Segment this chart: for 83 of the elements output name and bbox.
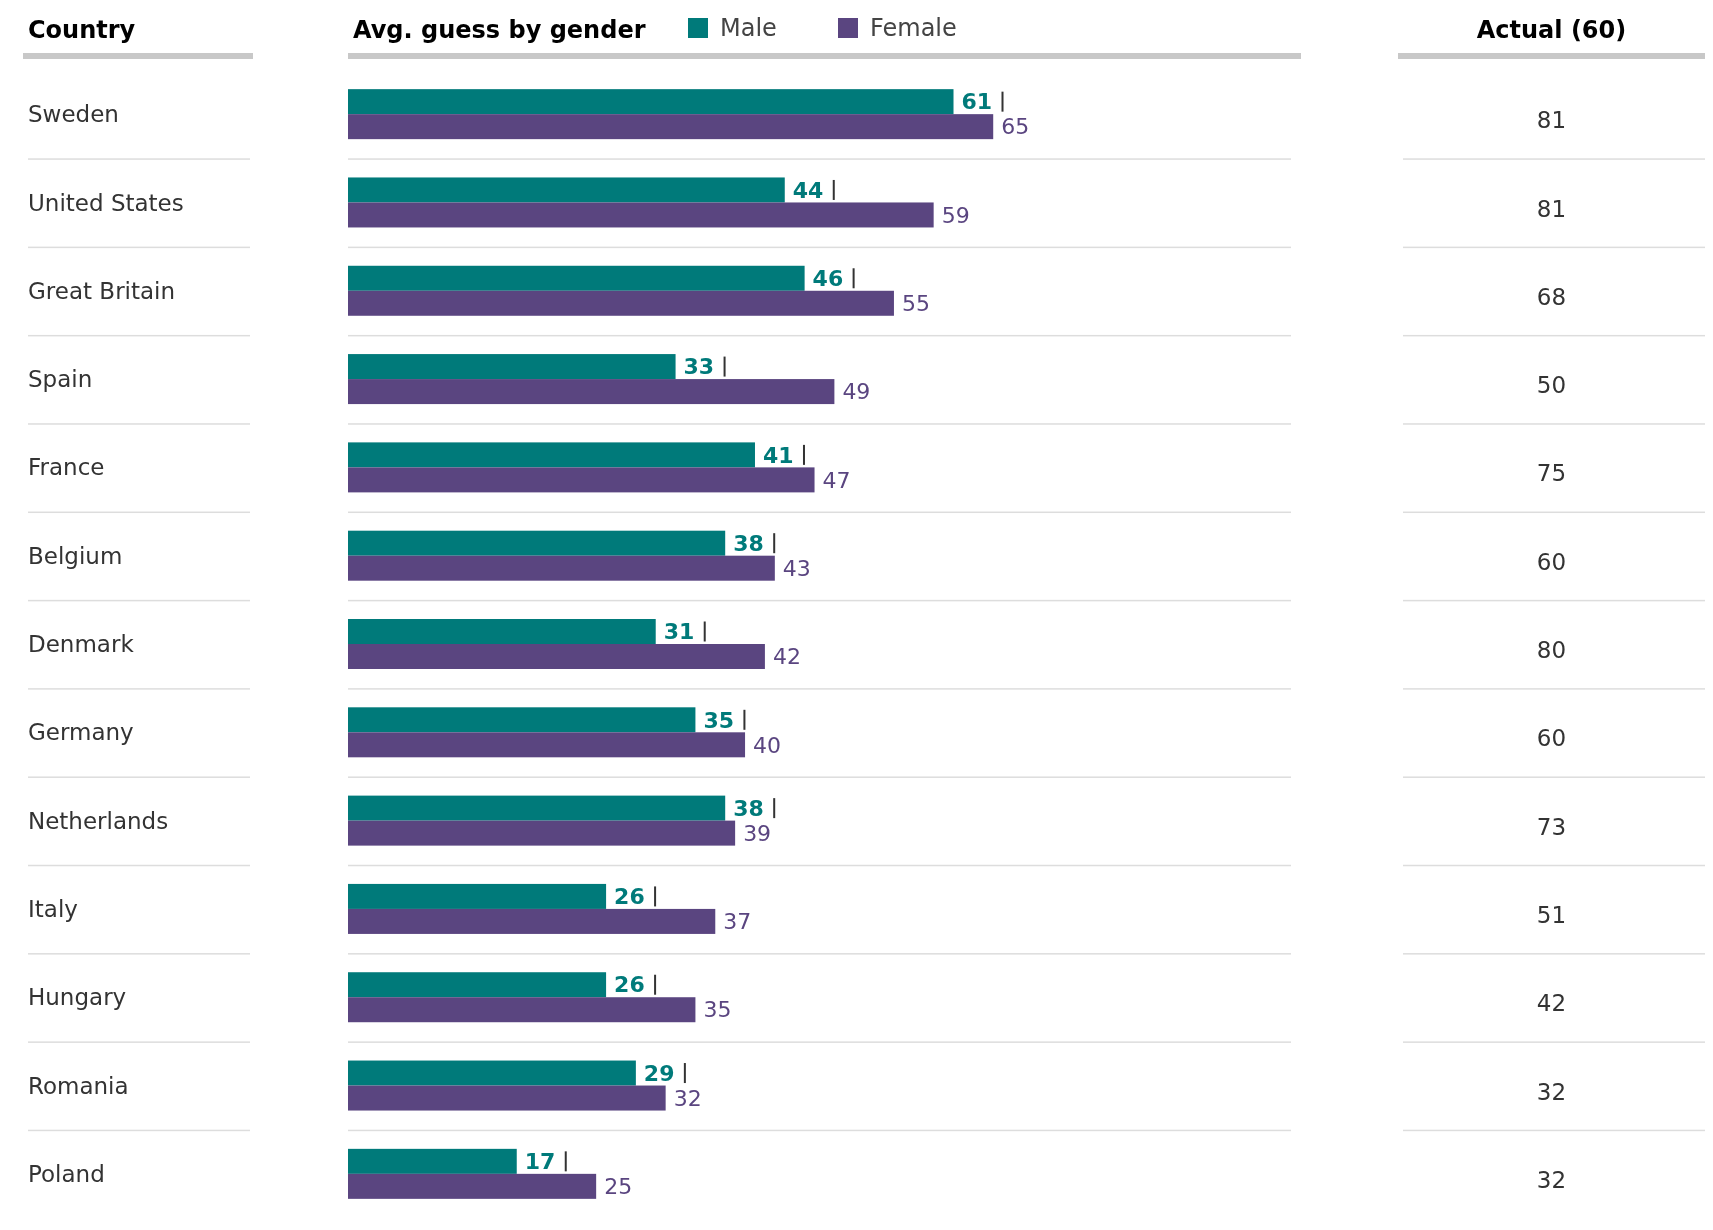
bar [348, 202, 934, 228]
data-label: 25 [604, 1174, 633, 1200]
data-label: 38 [733, 530, 764, 556]
text: 80 [1536, 637, 1567, 664]
text: 81 [1536, 195, 1567, 222]
bar [348, 908, 716, 934]
data-label: 61 [961, 89, 993, 115]
bar [348, 530, 726, 556]
data-label: 41 [762, 442, 794, 468]
legend-label: Female [870, 14, 957, 43]
data-label: 43 [782, 555, 811, 581]
y-tick-label: Poland [28, 1160, 105, 1187]
data-label: 49 [842, 379, 871, 405]
data-label: 40 [753, 732, 782, 758]
data-label: 37 [723, 909, 752, 935]
bar [348, 883, 607, 909]
data-label: 38 [733, 795, 764, 821]
y-tick-label: Spain [28, 366, 93, 393]
data-label: 26 [614, 884, 645, 910]
bar [348, 972, 607, 998]
data-label: 26 [614, 972, 645, 998]
text: 73 [1536, 813, 1567, 840]
data-label: 55 [901, 290, 930, 316]
data-label: 33 [683, 354, 715, 380]
bar [348, 1085, 666, 1111]
legend-label: Male [720, 14, 777, 43]
data-label: 42 [772, 644, 801, 670]
y-tick-label: France [28, 454, 105, 481]
bar [348, 555, 775, 581]
data-label: 35 [703, 997, 732, 1023]
data-label: 39 [743, 820, 772, 846]
bar [348, 619, 656, 644]
bar [348, 114, 994, 140]
y-tick-label: Hungary [28, 984, 127, 1011]
bar [348, 644, 765, 669]
bar [348, 820, 736, 846]
text: 60 [1536, 548, 1567, 575]
text: 32 [1536, 1078, 1567, 1105]
text: 75 [1536, 460, 1567, 487]
data-label: 44 [792, 177, 824, 203]
y-tick-label: Germany [28, 719, 134, 746]
bar [348, 997, 696, 1023]
data-label: 65 [1001, 114, 1030, 140]
text: 51 [1536, 901, 1567, 928]
y-tick-label: Denmark [28, 631, 135, 658]
bar [348, 732, 746, 758]
bar [348, 89, 954, 115]
bar [348, 290, 894, 316]
bar [348, 795, 726, 821]
text: 32 [1536, 1166, 1567, 1193]
data-label: 59 [941, 202, 970, 228]
bar [348, 442, 755, 468]
y-tick-label: Belgium [28, 542, 123, 569]
y-tick-label: United States [28, 189, 184, 216]
bar [348, 467, 815, 493]
text: Actual (60) [1476, 16, 1627, 44]
bar [348, 707, 696, 733]
bar [348, 379, 835, 405]
data-label: 29 [643, 1060, 675, 1086]
y-tick-label: Romania [28, 1072, 129, 1099]
bar [348, 1173, 597, 1199]
chart-title: Avg. guess by gender [353, 16, 646, 44]
bar [348, 265, 805, 291]
y-axis-title: Country [28, 16, 136, 44]
data-label: 47 [822, 467, 851, 493]
text: 42 [1536, 990, 1567, 1017]
bar [348, 354, 676, 380]
data-label: 32 [673, 1085, 702, 1111]
text: 68 [1536, 283, 1567, 310]
data-label: 46 [812, 265, 844, 291]
y-tick-label: Sweden [28, 101, 119, 128]
bar [348, 1060, 636, 1086]
bar [348, 1148, 517, 1174]
data-label: 17 [524, 1149, 556, 1175]
text: 60 [1536, 725, 1567, 752]
y-tick-label: Italy [28, 895, 78, 922]
data-label: 35 [703, 707, 735, 733]
text: 81 [1536, 107, 1567, 134]
y-tick-label: Great Britain [28, 277, 176, 304]
bar [348, 177, 785, 203]
y-tick-label: Netherlands [28, 807, 169, 834]
data-label: 31 [663, 619, 695, 645]
text: 50 [1536, 372, 1567, 399]
